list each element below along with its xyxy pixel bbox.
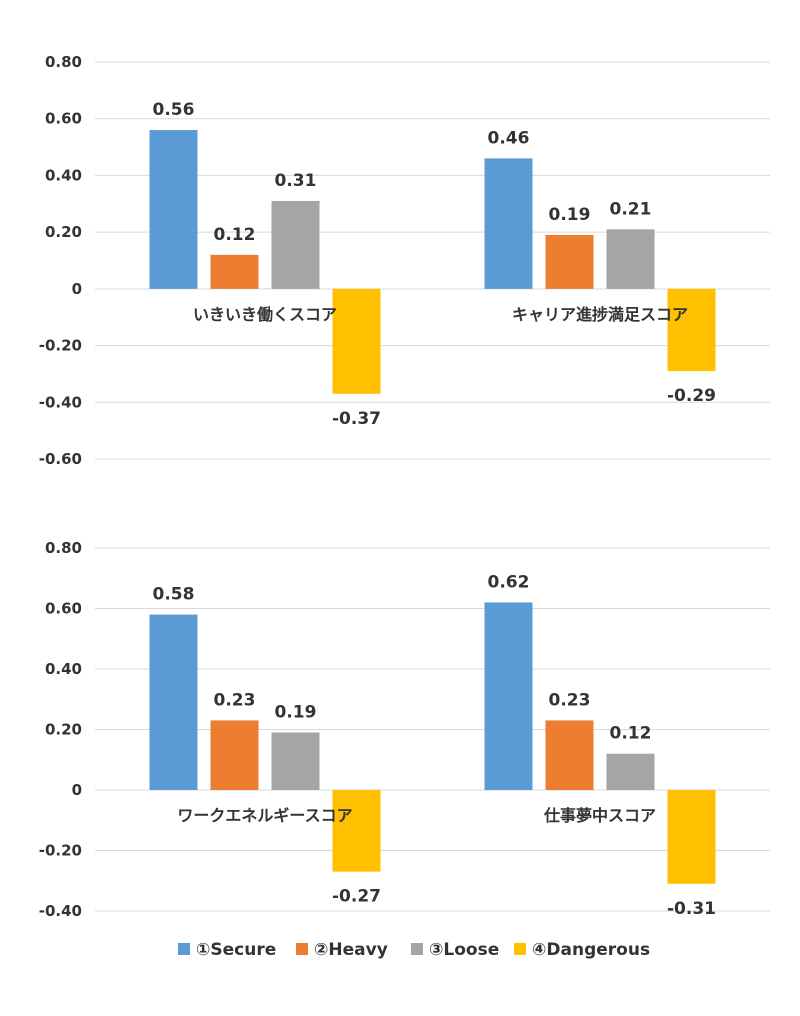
legend: ①Secure ②Heavy ③Loose ④Dangerous [178, 940, 650, 960]
bar-secure [149, 614, 198, 790]
y-tick-label: -0.20 [39, 337, 82, 355]
y-tick-label: 0.40 [45, 660, 82, 678]
bar-secure [484, 158, 533, 289]
y-tick-label: -0.40 [39, 393, 82, 411]
bar-secure [149, 130, 198, 289]
data-label: 0.58 [153, 585, 195, 605]
data-label: 0.21 [610, 199, 652, 219]
bar-dangerous [332, 288, 381, 394]
data-label: -0.37 [332, 409, 381, 429]
legend-label: ③Loose [429, 940, 499, 960]
y-tick-label: 0 [72, 781, 82, 799]
bar-loose [271, 732, 320, 790]
data-label: 0.46 [488, 128, 530, 148]
category-label: ワークエネルギースコア [177, 806, 352, 825]
data-label: 0.19 [549, 205, 591, 225]
y-tick-label: 0.40 [45, 166, 82, 184]
legend-swatch [514, 943, 526, 955]
bar-loose [606, 229, 655, 289]
y-tick-label: 0.60 [45, 110, 82, 128]
y-tick-label: 0.20 [45, 721, 82, 739]
bar-loose [271, 200, 320, 289]
y-tick-label: 0 [72, 280, 82, 298]
data-label: 0.19 [275, 703, 317, 723]
bar-secure [484, 602, 533, 790]
bar-heavy [545, 720, 594, 790]
y-tick-label: -0.60 [39, 450, 82, 468]
bar-heavy [210, 254, 259, 289]
legend-swatch [178, 943, 190, 955]
y-tick-label: -0.20 [39, 842, 82, 860]
legend-swatch [296, 943, 308, 955]
bar-loose [606, 753, 655, 790]
data-label: 0.62 [488, 572, 530, 592]
data-label: 0.56 [153, 100, 195, 120]
y-tick-label: -0.40 [39, 902, 82, 920]
data-label: 0.23 [214, 690, 256, 710]
y-tick-label: 0.80 [45, 539, 82, 557]
legend-label: ④Dangerous [532, 940, 650, 960]
category-label: キャリア進捗満足スコア [512, 305, 688, 324]
bar-dangerous [667, 288, 716, 372]
bar-dangerous [667, 790, 716, 884]
legend-label: ②Heavy [314, 940, 388, 960]
legend-label: ①Secure [196, 940, 276, 960]
category-label: 仕事夢中スコア [543, 806, 656, 825]
y-tick-label: 0.80 [45, 53, 82, 71]
bar-heavy [210, 720, 259, 790]
data-label: 0.23 [549, 690, 591, 710]
category-label: いきいき働くスコア [193, 305, 337, 324]
data-label: -0.27 [332, 887, 381, 907]
data-label: 0.31 [275, 171, 317, 191]
bar-heavy [545, 234, 594, 289]
chart-panel-top: 0.80 0.60 0.40 0.20 0 -0.20 -0.40 -0.60 0.56 0.12… [39, 53, 770, 468]
data-label: 0.12 [214, 225, 256, 245]
y-tick-label: 0.60 [45, 600, 82, 618]
bar-dangerous [332, 790, 381, 872]
data-label: 0.12 [610, 724, 652, 744]
chart-panel-bottom: 0.80 0.60 0.40 0.20 0 -0.20 -0.40 0.58 0.23 0.19 -… [39, 539, 770, 920]
y-tick-label: 0.20 [45, 223, 82, 241]
legend-swatch [411, 943, 423, 955]
data-label: -0.31 [667, 899, 716, 919]
data-label: -0.29 [667, 386, 716, 406]
